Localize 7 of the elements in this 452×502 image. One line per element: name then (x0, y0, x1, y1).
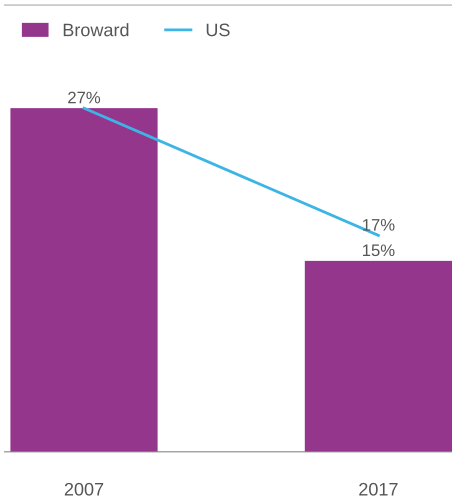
legend-label: US (206, 24, 230, 36)
data-label: 27% (68, 92, 100, 104)
x-tick-label: 2007 (64, 482, 104, 496)
data-label: 17% (362, 219, 394, 231)
x-tick-label: 2017 (359, 482, 398, 496)
data-label: 15% (362, 244, 394, 256)
legend-label: Broward (64, 23, 128, 36)
